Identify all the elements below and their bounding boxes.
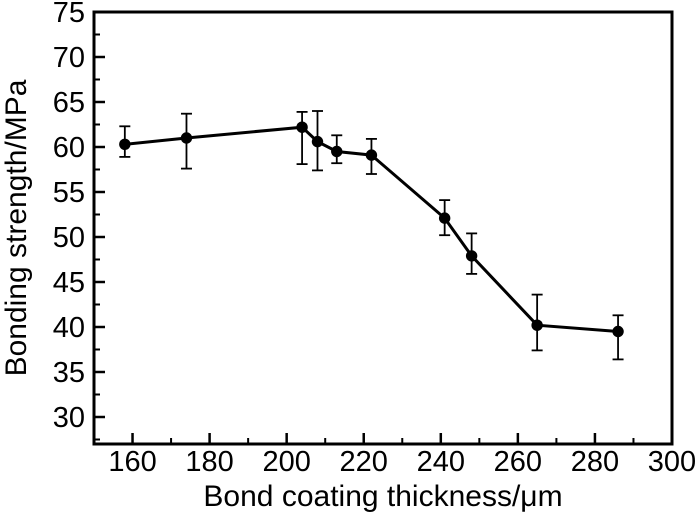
- x-tick-label: 280: [571, 446, 619, 478]
- x-tick-label: 260: [494, 446, 542, 478]
- data-point: [612, 325, 624, 338]
- data-point: [438, 212, 451, 224]
- data-point: [119, 138, 131, 150]
- plot-frame: [92, 10, 674, 446]
- y-tick-label: 45: [53, 267, 85, 299]
- y-tick-label: 35: [53, 357, 85, 389]
- y-tick-label: 50: [53, 222, 85, 254]
- data-point: [296, 121, 308, 133]
- x-tick-label: 240: [417, 446, 465, 478]
- y-tick-label: 65: [53, 87, 85, 119]
- x-tick-label: 200: [262, 446, 310, 478]
- y-tick-label: 60: [53, 132, 85, 164]
- data-point: [465, 250, 478, 262]
- y-tick-label: 75: [53, 0, 85, 29]
- y-tick-label: 30: [53, 402, 85, 434]
- x-tick-label: 220: [340, 446, 388, 478]
- x-tick-label: 300: [648, 446, 696, 478]
- data-point: [365, 149, 378, 161]
- y-axis-title: Bonding strength/MPa: [0, 79, 33, 377]
- y-tick-label: 40: [53, 312, 85, 344]
- data-point: [180, 132, 193, 144]
- data-point: [311, 135, 324, 148]
- x-axis-title: Bond coating thickness/μm: [203, 480, 563, 513]
- y-tick-label: 55: [53, 177, 85, 209]
- y-tick-label: 70: [53, 42, 85, 74]
- x-tick-label: 180: [185, 446, 233, 478]
- x-tick-label: 160: [108, 446, 156, 478]
- data-line: [124, 125, 619, 333]
- data-point: [331, 145, 343, 158]
- data-point: [531, 319, 543, 331]
